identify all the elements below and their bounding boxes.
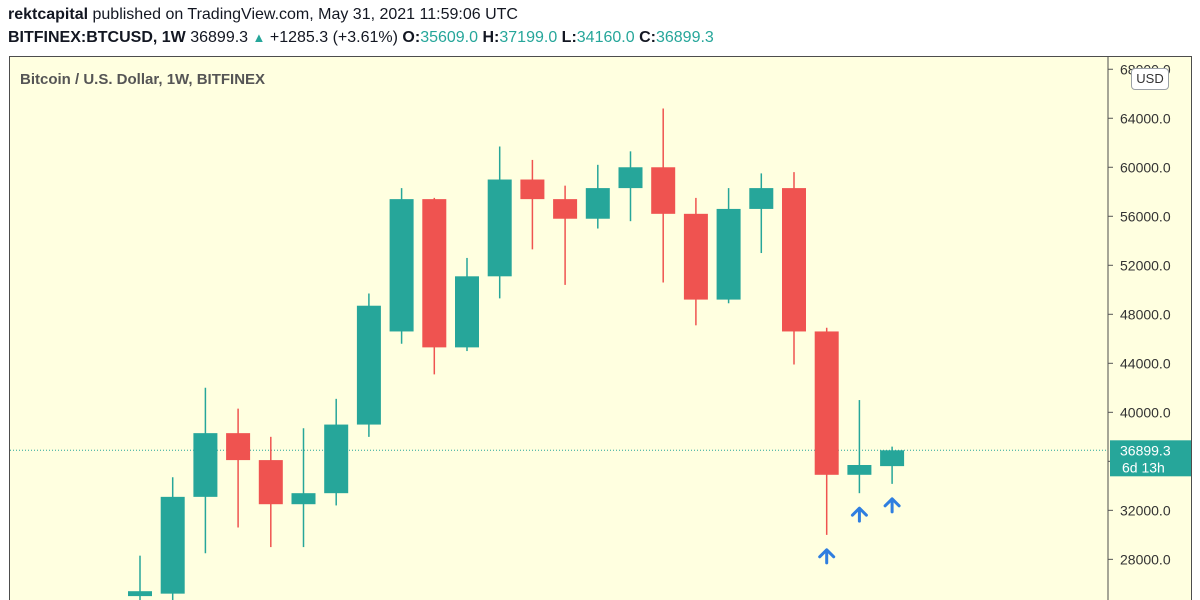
- symbol-ohlc-line: BITFINEX:BTCUSD, 1W 36899.3 ▲ +1285.3 (+…: [8, 29, 714, 47]
- candle-body: [258, 460, 283, 505]
- candle-body: [651, 167, 676, 214]
- candle-body: [683, 213, 708, 300]
- price-tag-background: [1110, 440, 1191, 477]
- y-tick-label: 32000.0: [1120, 502, 1171, 518]
- close-value: 36899.3: [655, 29, 714, 46]
- y-tick-label: 56000.0: [1120, 208, 1171, 224]
- y-tick-label: 40000.0: [1120, 404, 1171, 420]
- price-tag-value: 36899.3: [1120, 442, 1171, 458]
- candle-body: [193, 433, 218, 497]
- candle-body: [226, 433, 251, 461]
- candle-body: [585, 188, 610, 219]
- up-arrow-head: [883, 497, 901, 508]
- candlestick-chart[interactable]: 28000.032000.036000.040000.044000.048000…: [10, 57, 1192, 600]
- candle-body: [716, 208, 741, 300]
- last-price: 36899.3: [190, 29, 249, 46]
- y-tick-label: 64000.0: [1120, 110, 1171, 126]
- up-arrow-head: [818, 548, 836, 559]
- price-tag-countdown: 6d 13h: [1122, 459, 1165, 475]
- candle-body: [782, 188, 806, 332]
- publish-text: published on TradingView.com, May 31, 20…: [92, 6, 518, 23]
- y-tick-label: 28000.0: [1120, 551, 1171, 567]
- open-value: 35609.0: [420, 29, 479, 46]
- candle-body: [487, 179, 512, 277]
- candle-body: [618, 167, 643, 189]
- up-arrow-icon: [818, 548, 836, 565]
- high-label: H:: [482, 29, 500, 46]
- chart-panel[interactable]: 28000.032000.036000.040000.044000.048000…: [9, 56, 1192, 600]
- y-tick-label: 52000.0: [1120, 257, 1171, 273]
- candle-body: [520, 179, 545, 200]
- candle-body: [749, 188, 774, 209]
- currency-button[interactable]: USD: [1131, 68, 1169, 90]
- up-arrow-icon: [883, 497, 901, 514]
- low-value: 34160.0: [576, 29, 635, 46]
- up-triangle-icon: ▲: [252, 30, 266, 45]
- publish-info: rektcapital published on TradingView.com…: [8, 6, 518, 24]
- author-name[interactable]: rektcapital: [8, 6, 89, 23]
- candle-body: [160, 496, 185, 594]
- candle-body: [814, 331, 839, 475]
- open-label: O:: [402, 29, 421, 46]
- candle-body: [455, 276, 479, 348]
- candle-body: [389, 199, 414, 332]
- candle-body: [324, 424, 349, 494]
- candle-body: [291, 493, 316, 505]
- candle-body: [880, 450, 905, 467]
- up-arrow-icon: [850, 506, 868, 523]
- candle-body: [356, 305, 381, 425]
- up-arrow-head: [850, 506, 868, 517]
- candle-body: [128, 591, 152, 597]
- low-label: L:: [561, 29, 577, 46]
- close-label: C:: [639, 29, 656, 46]
- candle-body: [422, 199, 447, 348]
- price-change: +1285.3 (+3.61%): [269, 29, 398, 46]
- y-tick-label: 60000.0: [1120, 159, 1171, 175]
- symbol-label: BITFINEX:BTCUSD, 1W: [8, 29, 186, 46]
- y-tick-label: 44000.0: [1120, 355, 1171, 371]
- candle-body: [847, 465, 872, 475]
- candle-body: [553, 199, 578, 219]
- high-value: 37199.0: [499, 29, 558, 46]
- y-tick-label: 48000.0: [1120, 306, 1171, 322]
- chart-title: Bitcoin / U.S. Dollar, 1W, BITFINEX: [20, 71, 266, 88]
